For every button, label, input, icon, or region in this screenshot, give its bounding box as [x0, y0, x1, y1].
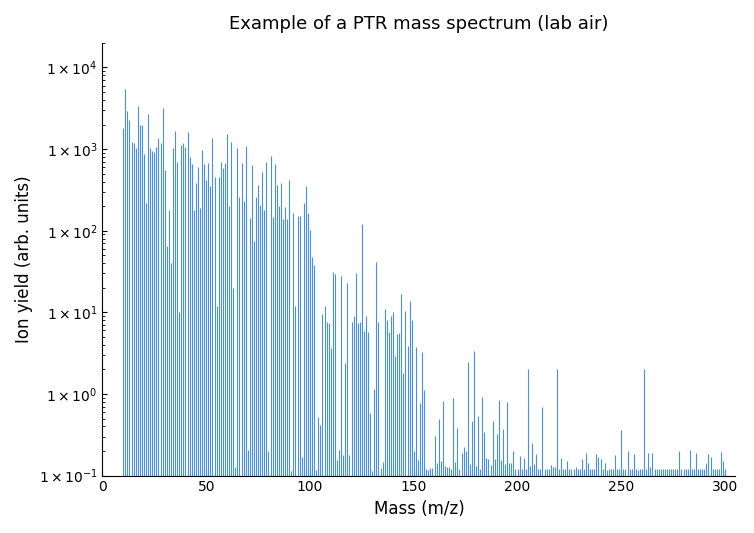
Title: Example of a PTR mass spectrum (lab air): Example of a PTR mass spectrum (lab air) [229, 15, 608, 33]
X-axis label: Mass (m/z): Mass (m/z) [373, 500, 464, 518]
Y-axis label: Ion yield (arb. units): Ion yield (arb. units) [15, 175, 33, 343]
